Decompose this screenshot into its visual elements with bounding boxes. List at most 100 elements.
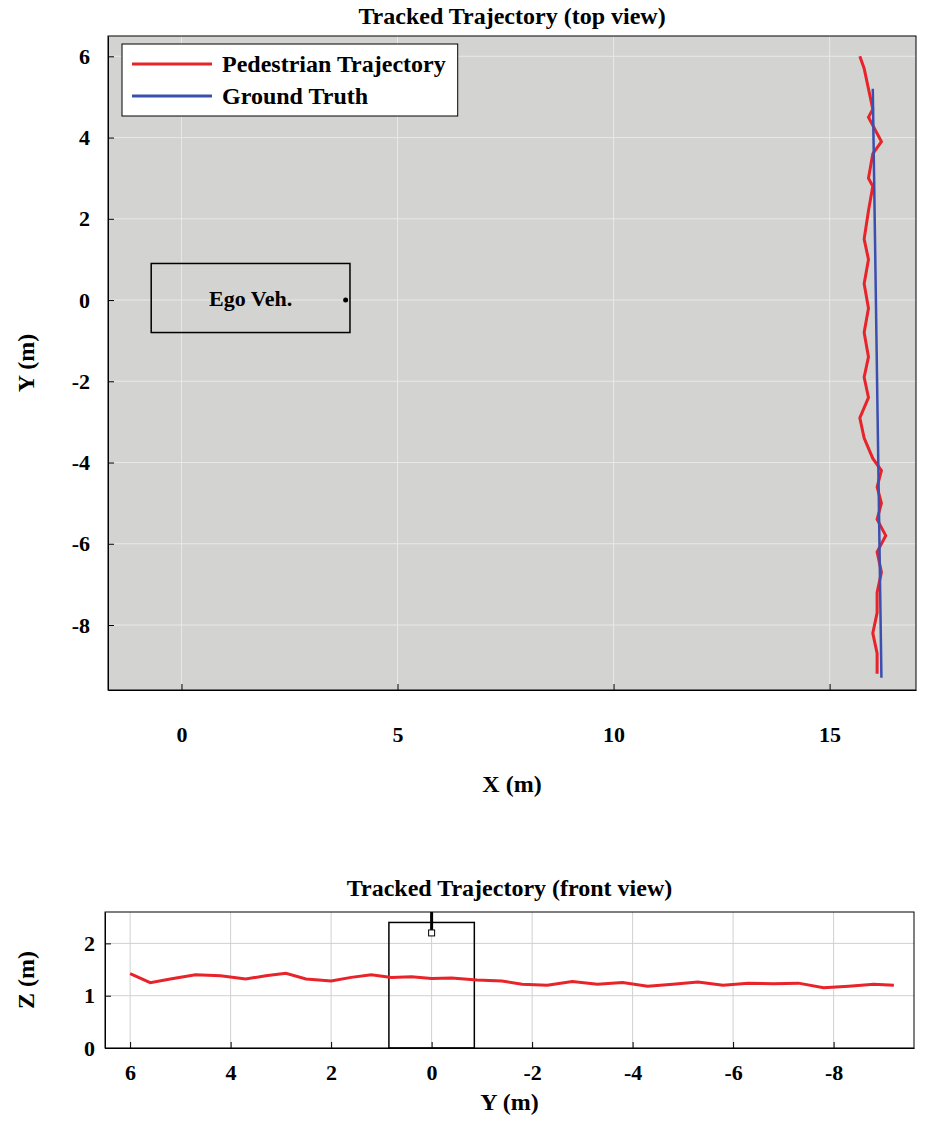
y-axis-title: Y (m) (13, 334, 39, 392)
tick-label: 15 (819, 722, 841, 747)
ego-vehicle (151, 263, 350, 332)
grid-line (230, 912, 231, 1048)
legend-label: Ground Truth (222, 83, 368, 109)
tick-mark (733, 1042, 734, 1048)
tick-mark (830, 684, 831, 690)
tick-label: -2 (72, 369, 90, 394)
tick-mark (108, 219, 114, 220)
x-axis-title: X (m) (482, 771, 541, 797)
plot-area (151, 56, 886, 678)
tick: 4 (79, 125, 114, 150)
tick-label: 5 (392, 722, 403, 747)
grid-line (532, 912, 533, 1048)
tick-mark (432, 1042, 433, 1048)
grid-line (829, 36, 830, 690)
tick-label: 2 (79, 206, 90, 231)
grid (108, 36, 916, 690)
annotation: Ego Veh. (209, 286, 292, 311)
tick-mark (108, 381, 114, 382)
tick: 10 (603, 684, 625, 747)
legend-swatch (132, 63, 212, 66)
grid-line (108, 381, 916, 382)
tick-label: -4 (72, 450, 90, 475)
tick-label: -8 (72, 613, 90, 638)
tick-mark (108, 138, 114, 139)
x-axis: 0 5 10 15 (109, 684, 917, 747)
grid-line (833, 912, 834, 1048)
x-axis-title: Y (m) (480, 1089, 538, 1115)
title: Tracked Trajectory (front view) (347, 875, 672, 901)
grid-line (130, 912, 131, 1048)
tick-mark (181, 684, 182, 690)
tick-label: 0 (427, 1060, 438, 1085)
grid-line (613, 36, 614, 690)
plot-frame (108, 36, 916, 690)
sensor (343, 298, 348, 303)
y-axis: 0 1 2 (84, 913, 111, 1061)
plot-area (130, 912, 894, 1048)
tick: 2 (79, 206, 114, 231)
tick-mark (633, 1042, 634, 1048)
grid-line (108, 218, 916, 219)
legend-swatch (132, 95, 212, 98)
series-line (873, 89, 882, 678)
legend-label: Pedestrian Trajectory (222, 51, 446, 77)
grid-line (108, 137, 916, 138)
tick-label: 6 (79, 44, 90, 69)
panel: 0 5 10 15 -8 -6 -4 -2 0 2 4 6 Tracked Trajectory (to… (13, 3, 917, 797)
tick-label: -6 (72, 531, 90, 556)
tick-mark (130, 1042, 131, 1048)
tick-mark (108, 56, 114, 57)
tick-label: 1 (84, 983, 95, 1008)
tick-label: 0 (84, 1036, 95, 1061)
tick-mark (105, 943, 111, 944)
legend-box (122, 44, 458, 116)
grid-line (105, 995, 914, 996)
tick-label: 4 (79, 125, 90, 150)
grid-line (733, 912, 734, 1048)
tick-label: 2 (326, 1060, 337, 1085)
plot-frame (105, 912, 914, 1048)
tick-label: 4 (226, 1060, 237, 1085)
tick: 6 (79, 44, 114, 69)
tick-mark (397, 684, 398, 690)
panel: 6 4 2 0 -2 -4 -6 -8 0 1 2 Tracked Trajectory (front… (13, 875, 915, 1115)
plot-background (105, 912, 914, 1048)
tick-label: 0 (79, 288, 90, 313)
sensor (429, 930, 435, 936)
tick-label: -2 (523, 1060, 541, 1085)
tick-mark (231, 1042, 232, 1048)
tick: 1 (84, 983, 111, 1008)
tick-mark (105, 996, 111, 997)
tick-mark (532, 1042, 533, 1048)
tick-label: 2 (84, 931, 95, 956)
grid-line (632, 912, 633, 1048)
tick: 15 (819, 684, 841, 747)
tick-mark (331, 1042, 332, 1048)
ego-vehicle (389, 922, 474, 1048)
tick-label: -4 (624, 1060, 642, 1085)
grid-line (181, 36, 182, 690)
tick-mark (614, 684, 615, 690)
tick-mark (108, 625, 114, 626)
tick-mark (108, 544, 114, 545)
legend: Pedestrian Trajectory Ground Truth (122, 44, 458, 116)
tick: 2 (84, 931, 111, 956)
tick-mark (834, 1042, 835, 1048)
tick: 5 (392, 684, 403, 747)
grid-line (108, 625, 916, 626)
tick-mark (108, 463, 114, 464)
y-axis-title: Z (m) (13, 951, 39, 1009)
grid (105, 912, 914, 1048)
series-line (130, 973, 894, 988)
tick-label: -6 (724, 1060, 742, 1085)
tick-mark (108, 300, 114, 301)
tick-label: 6 (125, 1060, 136, 1085)
tick-label: -8 (825, 1060, 843, 1085)
plot-background (108, 36, 916, 690)
grid-line (108, 543, 916, 544)
title: Tracked Trajectory (top view) (358, 3, 665, 29)
tick: 0 (176, 684, 187, 747)
tick-label: 0 (176, 722, 187, 747)
tick: 0 (79, 288, 114, 313)
